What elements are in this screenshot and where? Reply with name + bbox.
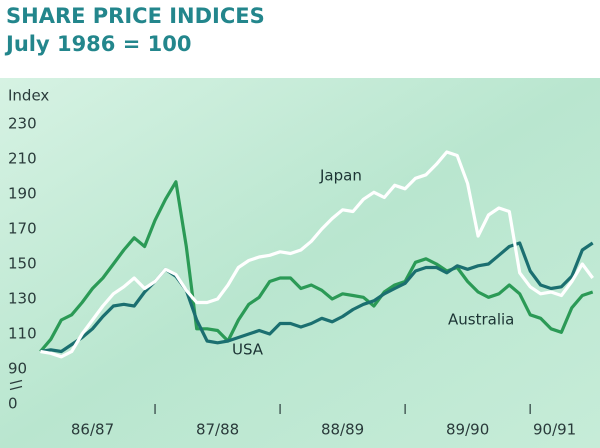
y-tick-label: 230 <box>8 115 37 133</box>
y-tick-label: 210 <box>8 150 37 168</box>
y-tick-label: 90 <box>8 360 27 378</box>
series-line <box>39 180 594 353</box>
x-tick-label: 89/90 <box>446 421 489 439</box>
y-tick-label: 150 <box>8 255 37 273</box>
series-line <box>40 150 594 359</box>
plot-background <box>0 78 600 448</box>
chart-title: SHARE PRICE INDICES <box>6 4 265 28</box>
y-tick-label: 170 <box>8 220 37 238</box>
x-tick-label: 90/91 <box>533 421 576 439</box>
x-tick-label: 87/88 <box>196 421 239 439</box>
y-tick-label: 0 <box>8 395 18 413</box>
axis-break <box>9 379 23 385</box>
series-line <box>40 241 594 354</box>
series-label: USA <box>232 341 264 359</box>
series-label: Japan <box>319 167 362 185</box>
x-tick-label: 88/89 <box>321 421 364 439</box>
y-axis-label: Index <box>8 87 49 105</box>
y-tick-label: 130 <box>8 290 37 308</box>
y-tick-label: 110 <box>8 325 37 343</box>
series-label: Australia <box>448 311 514 329</box>
axis-break <box>9 385 23 391</box>
y-tick-label: 190 <box>8 185 37 203</box>
chart-subtitle: July 1986 = 100 <box>4 32 191 56</box>
x-tick-label: 86/87 <box>71 421 114 439</box>
